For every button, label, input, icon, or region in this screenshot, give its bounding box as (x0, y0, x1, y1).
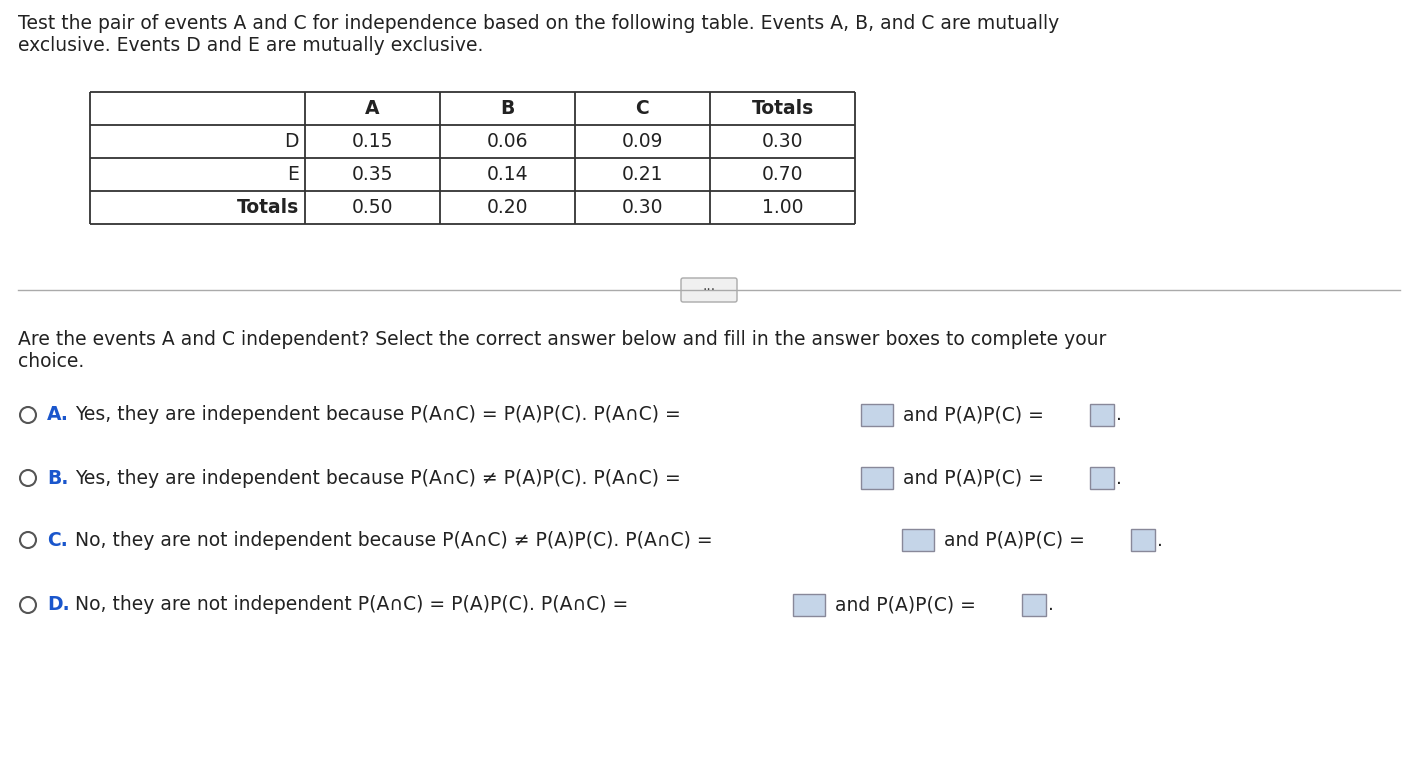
Text: B: B (501, 99, 515, 118)
Text: A.: A. (47, 406, 69, 424)
Text: 0.20: 0.20 (486, 198, 529, 217)
FancyBboxPatch shape (681, 278, 737, 302)
FancyBboxPatch shape (861, 467, 892, 489)
Text: D: D (285, 132, 299, 151)
Text: 0.35: 0.35 (352, 165, 393, 184)
Text: 0.14: 0.14 (486, 165, 529, 184)
Text: 0.15: 0.15 (352, 132, 393, 151)
Text: 0.50: 0.50 (352, 198, 393, 217)
Text: exclusive. Events D and E are mutually exclusive.: exclusive. Events D and E are mutually e… (18, 36, 484, 55)
FancyBboxPatch shape (902, 529, 933, 551)
Text: B.: B. (47, 468, 68, 487)
Text: C: C (635, 99, 649, 118)
Text: .: . (1048, 595, 1054, 614)
Text: and P(A)P(C) =: and P(A)P(C) = (896, 468, 1044, 487)
Text: and P(A)P(C) =: and P(A)P(C) = (937, 531, 1085, 550)
Text: E: E (286, 165, 299, 184)
Text: No, they are not independent because P(A∩C) ≠ P(A)P(C). P(A∩C) =: No, they are not independent because P(A… (75, 531, 713, 550)
Text: Test the pair of events A and C for independence based on the following table. E: Test the pair of events A and C for inde… (18, 14, 1059, 33)
FancyBboxPatch shape (1090, 404, 1115, 426)
Text: Yes, they are independent because P(A∩C) = P(A)P(C). P(A∩C) =: Yes, they are independent because P(A∩C)… (75, 406, 681, 424)
Circle shape (20, 597, 35, 613)
Text: No, they are not independent P(A∩C) = P(A)P(C). P(A∩C) =: No, they are not independent P(A∩C) = P(… (75, 595, 628, 614)
Text: Totals: Totals (752, 99, 814, 118)
Bar (89, 92, 855, 224)
Text: 0.30: 0.30 (761, 132, 803, 151)
Text: Totals: Totals (237, 198, 299, 217)
Text: A: A (366, 99, 380, 118)
Text: Yes, they are independent because P(A∩C) ≠ P(A)P(C). P(A∩C) =: Yes, they are independent because P(A∩C)… (75, 468, 681, 487)
Text: .: . (1157, 531, 1163, 550)
Text: 0.09: 0.09 (621, 132, 664, 151)
Text: ···: ··· (702, 283, 716, 297)
Text: .: . (1116, 406, 1122, 424)
FancyBboxPatch shape (1090, 467, 1115, 489)
Text: C.: C. (47, 531, 68, 550)
Circle shape (20, 407, 35, 423)
Text: 0.21: 0.21 (621, 165, 664, 184)
FancyBboxPatch shape (793, 594, 825, 616)
Text: 0.30: 0.30 (621, 198, 664, 217)
Text: 0.70: 0.70 (761, 165, 803, 184)
Text: and P(A)P(C) =: and P(A)P(C) = (830, 595, 976, 614)
FancyBboxPatch shape (1022, 594, 1046, 616)
Text: Are the events A and C independent? Select the correct answer below and fill in : Are the events A and C independent? Sele… (18, 330, 1106, 349)
Text: and P(A)P(C) =: and P(A)P(C) = (896, 406, 1044, 424)
FancyBboxPatch shape (1132, 529, 1156, 551)
Circle shape (20, 532, 35, 548)
FancyBboxPatch shape (861, 404, 892, 426)
Text: choice.: choice. (18, 352, 84, 371)
Text: D.: D. (47, 595, 69, 614)
Text: 0.06: 0.06 (486, 132, 529, 151)
Text: 1.00: 1.00 (761, 198, 803, 217)
Text: .: . (1116, 468, 1122, 487)
Circle shape (20, 470, 35, 486)
